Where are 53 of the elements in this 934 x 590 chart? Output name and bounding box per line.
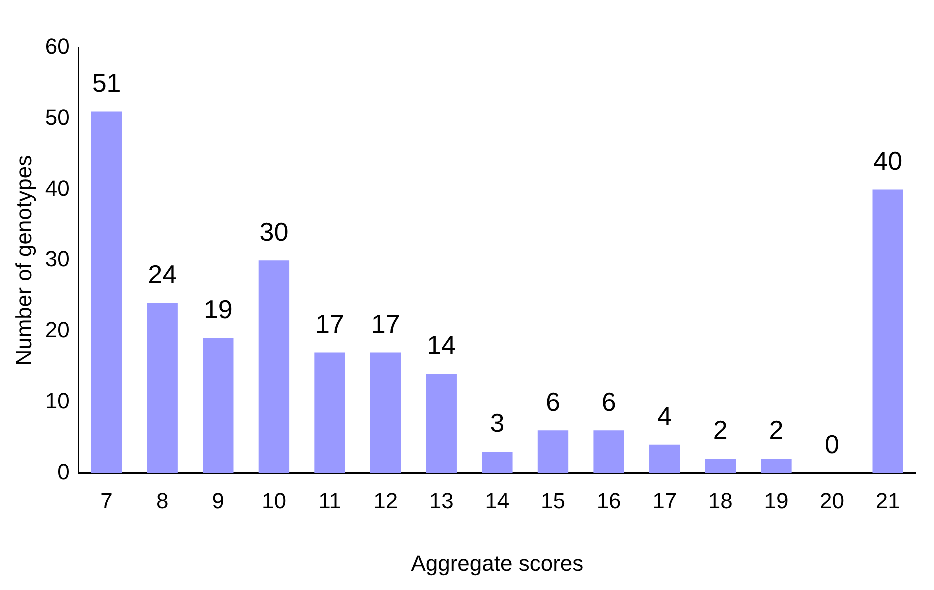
bar	[258, 260, 290, 474]
bar	[538, 430, 569, 474]
data-label: 4	[658, 401, 672, 432]
bar	[370, 352, 402, 474]
data-label: 30	[260, 216, 289, 247]
y-axis-title: Number of genotypes	[11, 155, 36, 366]
bar	[314, 352, 346, 474]
data-label: 51	[92, 68, 122, 98]
x-tick-label: 19	[764, 488, 789, 514]
bar	[426, 374, 457, 474]
data-label: 24	[148, 259, 178, 290]
data-label: 6	[546, 386, 560, 417]
x-tick-label: 8	[156, 488, 169, 514]
bar	[872, 190, 904, 474]
y-tick-label: 20	[45, 318, 70, 343]
data-label: 40	[874, 146, 903, 176]
x-axis-title: Aggregate scores	[411, 550, 584, 576]
x-tick-label: 10	[262, 488, 286, 514]
x-tick-label: 16	[596, 488, 622, 514]
bar	[594, 430, 624, 474]
x-tick-label: 9	[212, 488, 225, 514]
data-label: 0	[825, 429, 840, 460]
y-tick-label: 40	[45, 176, 70, 201]
data-label: 17	[371, 308, 400, 339]
x-tick-label: 12	[374, 488, 398, 514]
bar	[147, 303, 178, 474]
x-tick-label: 18	[708, 488, 733, 514]
x-tick-label: 13	[429, 488, 454, 514]
data-label: 17	[316, 308, 344, 339]
data-label: 3	[490, 408, 505, 438]
bar	[91, 112, 122, 474]
x-tick-label: 11	[318, 488, 342, 514]
data-label: 19	[204, 294, 233, 325]
y-tick-label: 60	[45, 34, 70, 60]
y-tick-label: 0	[58, 459, 70, 484]
y-tick-label: 10	[45, 388, 70, 414]
y-tick-label: 50	[45, 104, 70, 130]
data-label: 6	[602, 386, 616, 417]
data-label: 14	[427, 330, 456, 360]
bar	[705, 459, 736, 474]
y-tick-label: 30	[45, 246, 70, 272]
x-tick-label: 17	[652, 488, 678, 514]
x-tick-label: 20	[820, 488, 845, 514]
x-tick-label: 15	[541, 488, 566, 514]
bar	[650, 444, 680, 474]
x-tick-label: 14	[485, 488, 510, 514]
data-label: 2	[769, 415, 784, 446]
bar	[761, 459, 792, 474]
data-label: 2	[713, 415, 728, 446]
bar	[203, 338, 234, 474]
x-tick-label: 7	[100, 488, 113, 514]
x-tick-label: 21	[876, 488, 900, 514]
bar	[482, 452, 513, 474]
